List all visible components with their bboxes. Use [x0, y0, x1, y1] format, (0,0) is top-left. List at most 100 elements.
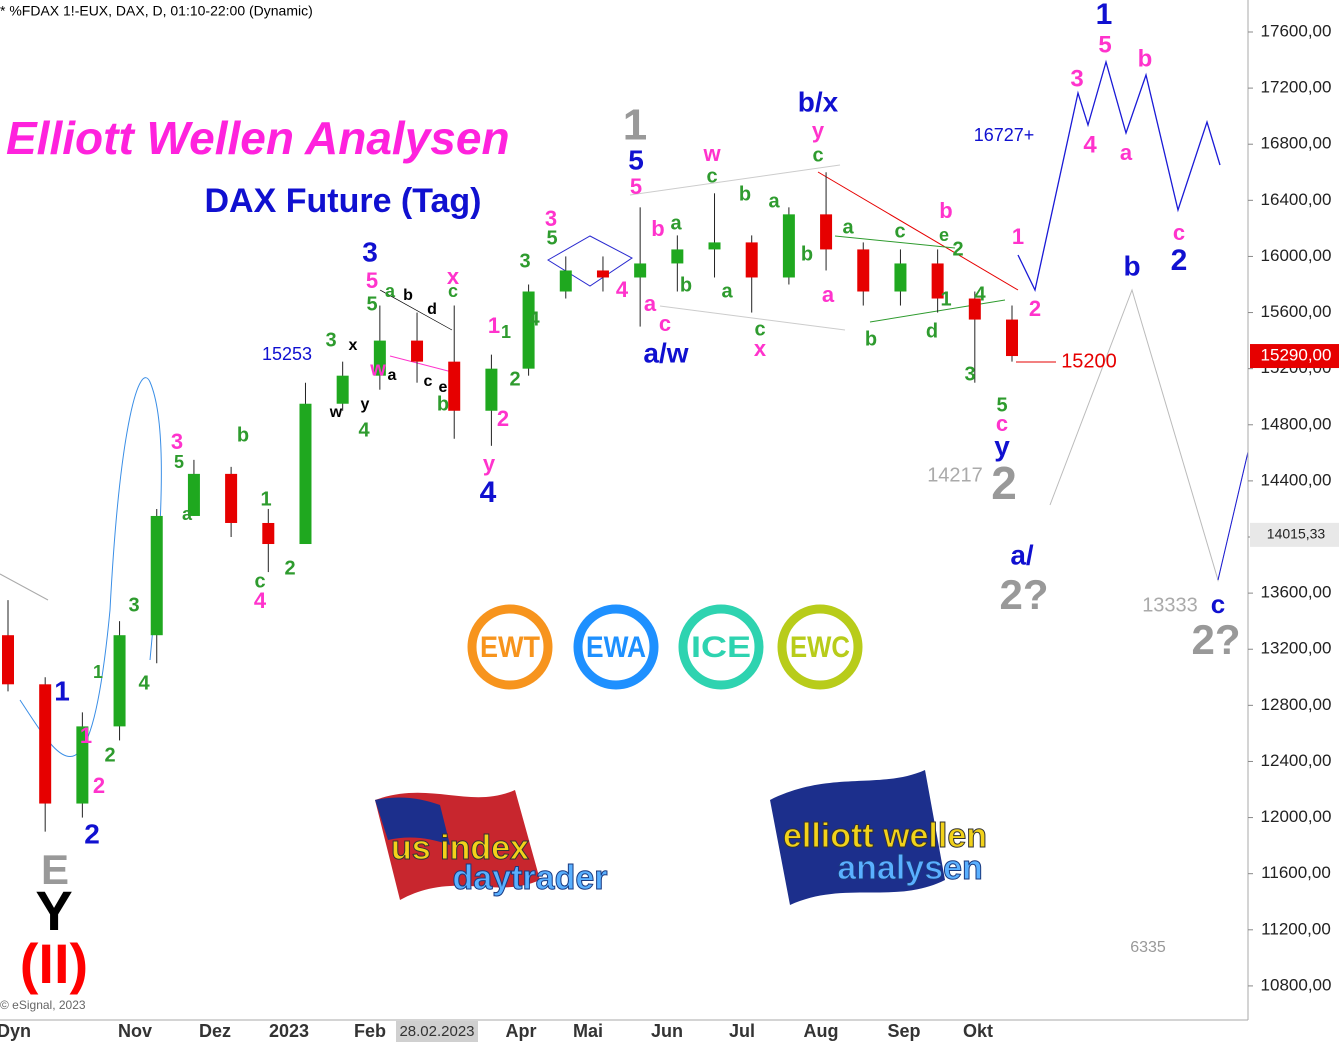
candle-body: [820, 214, 833, 250]
wave-label: 1: [488, 313, 500, 338]
wave-label: 2: [284, 557, 295, 579]
wave-label: 5: [996, 394, 1007, 416]
wave-label: 1: [623, 101, 647, 150]
wave-label: 3: [545, 206, 557, 231]
candle-body: [76, 726, 89, 804]
wave-label: a/w: [643, 337, 688, 368]
x-tick-label: Dez: [199, 1021, 231, 1041]
chart-title: * %FDAX 1!-EUX, DAX, D, 01:10-22:00 (Dyn…: [0, 3, 313, 19]
candle-body: [559, 270, 572, 292]
wave-label: c: [996, 411, 1008, 436]
wave-label: y: [994, 430, 1010, 461]
wave-label: 13333: [1142, 594, 1198, 616]
y-tick-label: 10800,00: [1261, 975, 1332, 994]
trend-line: [629, 164, 841, 196]
wave-label: a/: [1010, 539, 1034, 570]
y-tick-label: 13600,00: [1261, 583, 1332, 602]
candle-body: [2, 635, 14, 685]
wave-label: c: [894, 220, 905, 242]
wave-label: a: [385, 281, 396, 301]
wave-label: x: [447, 264, 460, 289]
candle-body: [187, 473, 200, 516]
x-tick-label: Dyn: [0, 1021, 31, 1041]
wave-label: 15200: [1061, 350, 1117, 372]
trend-line: [379, 289, 453, 331]
candle-body: [857, 249, 870, 292]
wave-label: E: [41, 846, 69, 893]
y-tick-label: 12800,00: [1261, 695, 1332, 714]
badges: EWT EWA ICE EWC: [467, 604, 863, 690]
candle-body: [745, 242, 758, 278]
wave-label: c: [659, 311, 671, 336]
wave-label: b: [403, 287, 413, 304]
x-tick-label: Mai: [573, 1021, 603, 1041]
wave-label: b: [237, 424, 249, 446]
y-tick-label: 11200,00: [1261, 919, 1331, 938]
wave-label: b: [1123, 250, 1140, 281]
wave-label: 3: [519, 250, 530, 272]
badge-label: EWA: [586, 631, 646, 664]
wave-label: 4: [616, 277, 629, 302]
wave-label: b/x: [798, 86, 839, 117]
wave-label: 2?: [1191, 616, 1240, 663]
wave-label: a: [822, 282, 835, 307]
y-tick-label: 15600,00: [1261, 302, 1332, 321]
wave-label: (II): [20, 932, 88, 995]
subheading: DAX Future (Tag): [204, 182, 481, 220]
y-tick-label: 12000,00: [1261, 807, 1332, 826]
y-tick-label: 17600,00: [1261, 21, 1332, 40]
badge-label: EWC: [790, 631, 850, 664]
x-tick-label: Jun: [651, 1021, 683, 1041]
candle-body: [634, 263, 647, 278]
wave-label: y: [483, 451, 496, 476]
ma-line: [19, 377, 162, 758]
wave-label: 3: [1070, 65, 1083, 92]
wave-label: 2?: [999, 571, 1048, 618]
candle-body: [522, 291, 535, 369]
wave-label: 5: [628, 144, 644, 175]
x-tick-label: Apr: [506, 1021, 537, 1041]
candle-body: [39, 684, 52, 804]
wave-label: c: [1173, 220, 1185, 245]
candle-body: [336, 375, 349, 404]
badge-label: ICE: [691, 631, 751, 664]
price-marker-label: 15290,00: [1261, 346, 1332, 365]
badge-ring: [467, 604, 553, 690]
wave-label: 5: [366, 268, 378, 293]
wave-label: 1: [940, 288, 951, 310]
wave-label: 2: [509, 368, 520, 390]
wave-label: a: [388, 367, 397, 384]
logo-ewa: elliott wellen analysen: [770, 770, 988, 905]
y-tick-label: 16800,00: [1261, 134, 1332, 153]
wave-label: 4: [254, 588, 267, 613]
logo-text: analysen: [837, 849, 983, 887]
wave-label: 3: [362, 236, 378, 267]
wave-label: b: [651, 216, 664, 241]
wave-label: a: [842, 216, 854, 238]
wave-label: d: [427, 301, 437, 318]
wave-label: c: [448, 281, 458, 301]
candle-body: [485, 368, 498, 411]
y-tick-label: 14400,00: [1261, 470, 1332, 489]
wave-label: a: [721, 280, 733, 302]
wave-label: 1: [93, 662, 103, 682]
candle-body: [596, 270, 609, 278]
x-tick-label: 2023: [269, 1021, 309, 1041]
wave-label: e: [439, 379, 448, 396]
wave-label: y: [812, 118, 825, 143]
wave-label: b: [1138, 45, 1153, 72]
candle-body: [373, 340, 386, 376]
wave-label: 5: [630, 174, 642, 199]
candles: [2, 172, 1018, 832]
wave-label: 1: [54, 675, 70, 706]
trend-line: [834, 235, 956, 249]
wave-label: a: [182, 504, 193, 524]
logo-text: daytrader: [453, 859, 608, 897]
wave-label: 3: [171, 429, 183, 454]
y-axis-panel: [1248, 0, 1339, 1042]
copyright: © eSignal, 2023: [0, 998, 86, 1012]
wave-label: w: [702, 141, 721, 166]
